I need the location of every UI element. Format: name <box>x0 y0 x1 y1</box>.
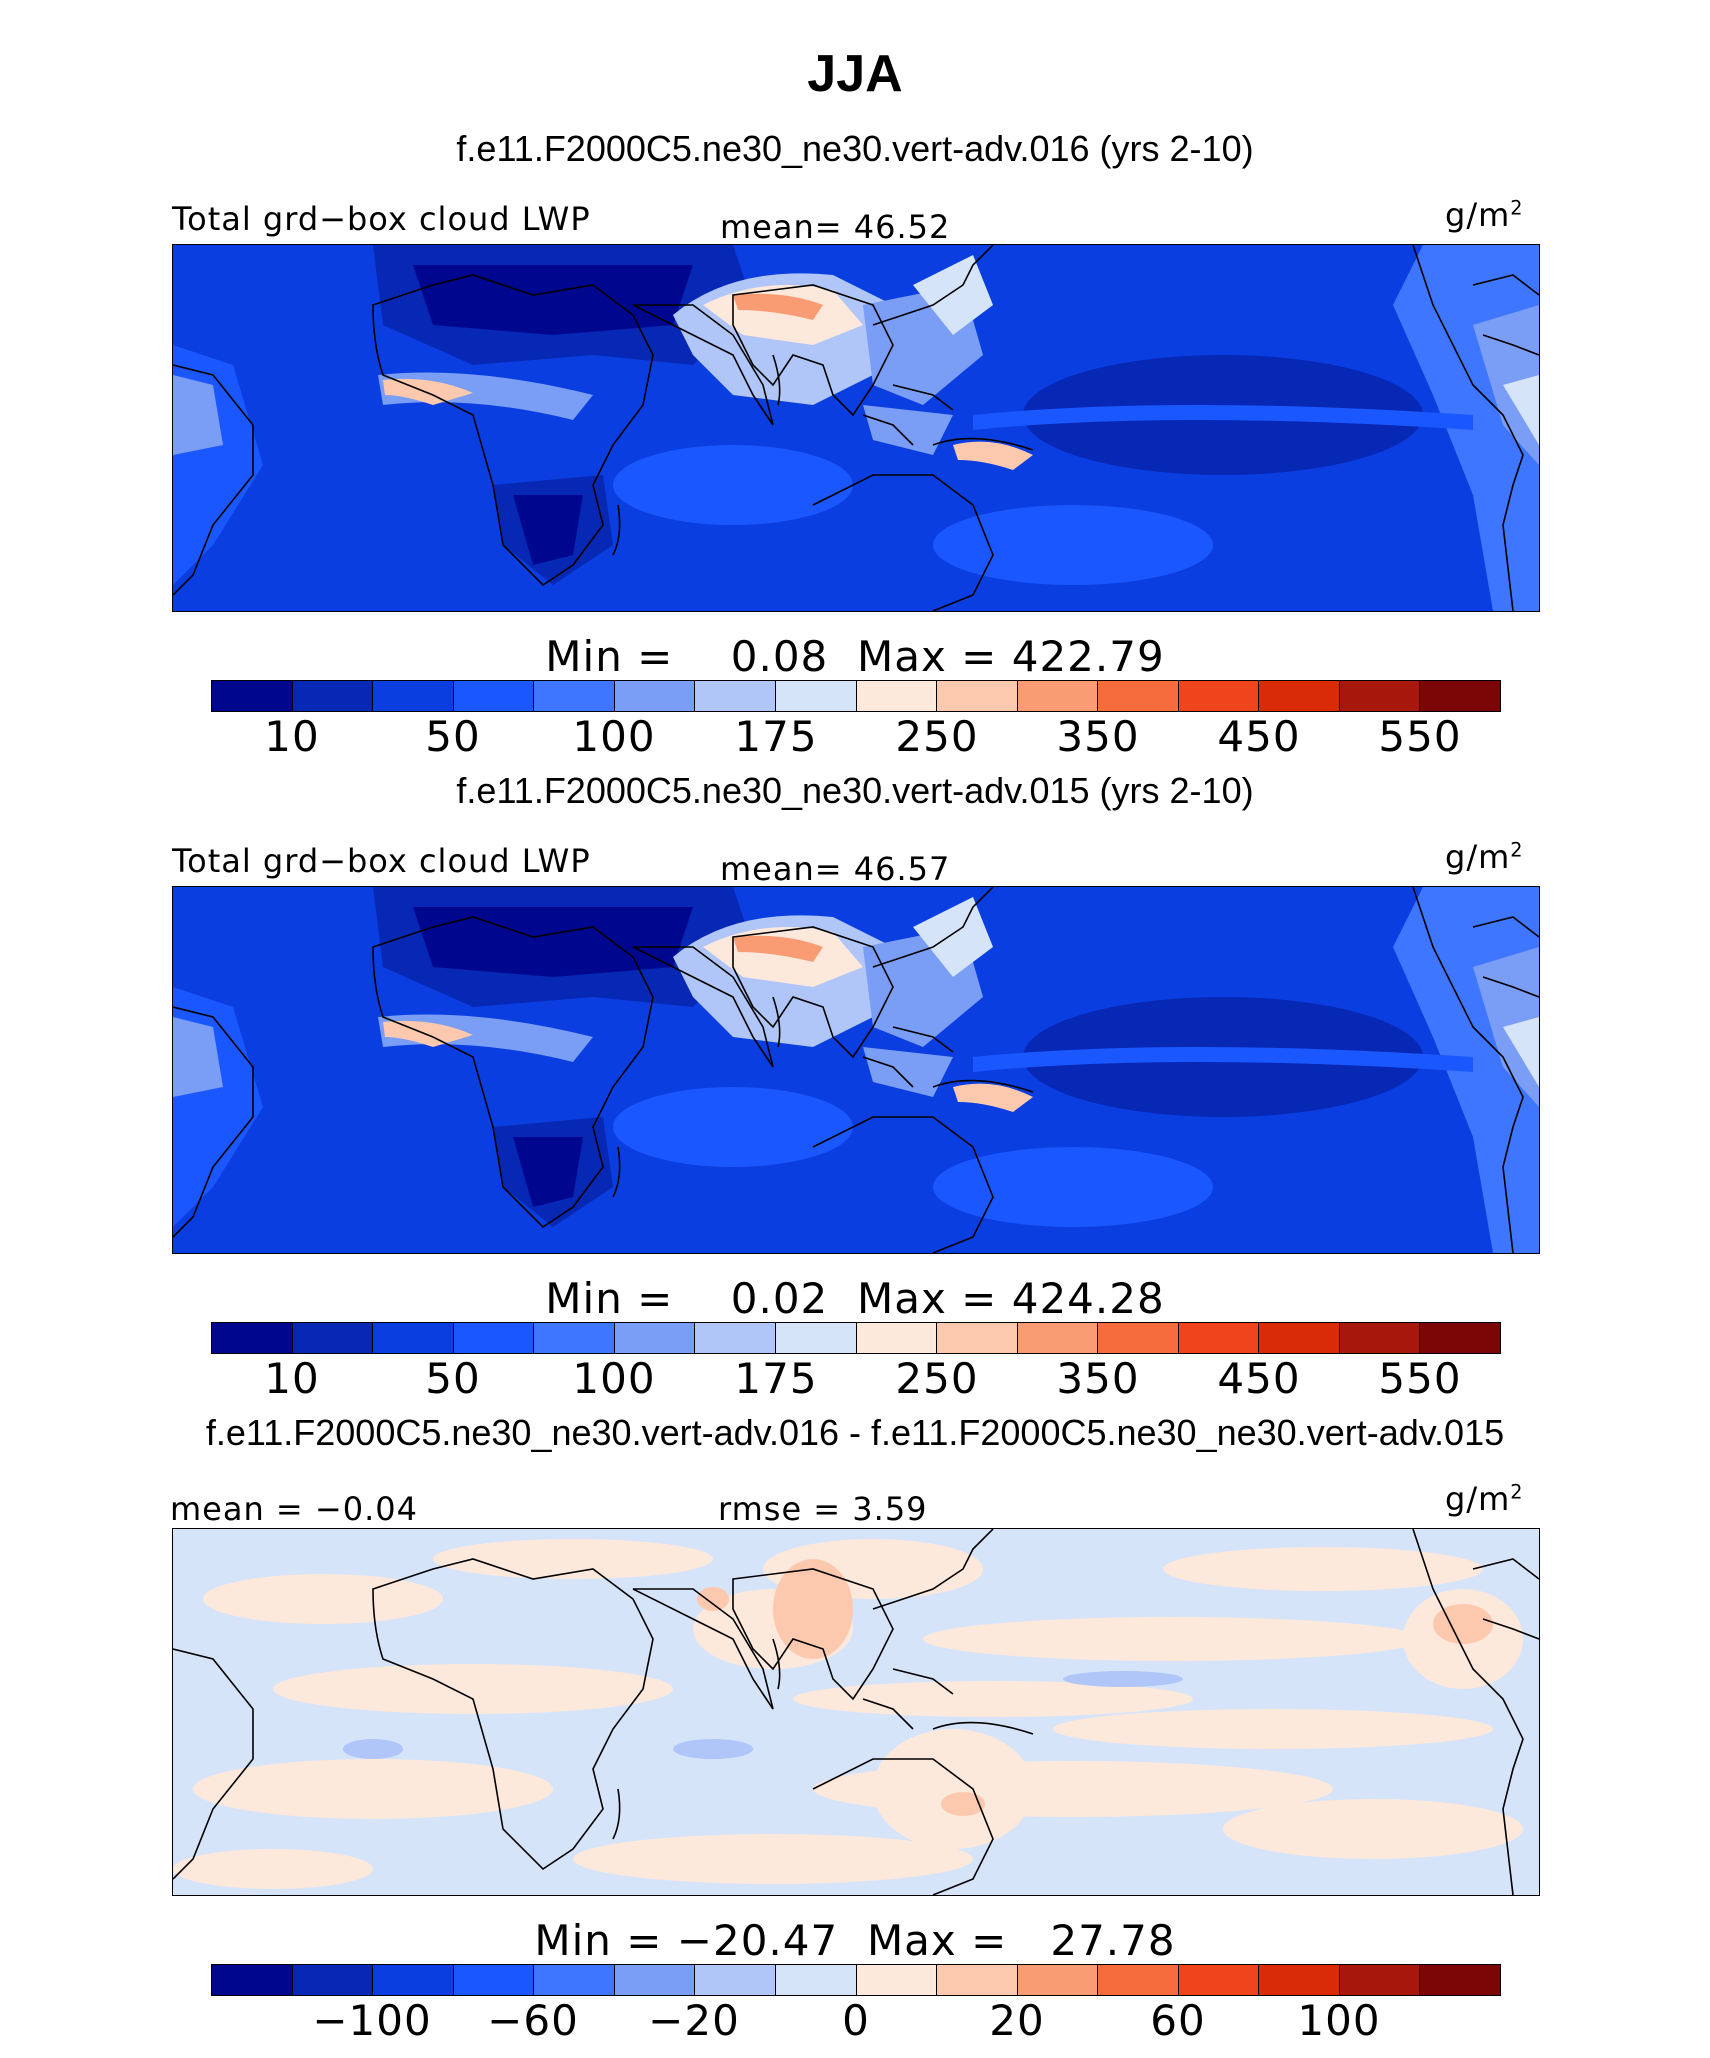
panel3-tick: −100 <box>312 1996 432 2045</box>
panel2-tick: 250 <box>895 1354 979 1403</box>
panel1-map <box>172 244 1540 612</box>
panel3-mean-label: mean = −0.04 <box>170 1490 418 1528</box>
panel1-colorbar <box>211 680 1501 712</box>
panel2-tick: 175 <box>734 1354 818 1403</box>
figure-title: JJA <box>807 45 903 103</box>
panel3-tick: 20 <box>989 1996 1045 2045</box>
panel1-tick: 450 <box>1217 712 1301 761</box>
panel1-tick: 350 <box>1056 712 1140 761</box>
panel3-units: g/m2 <box>1445 1480 1524 1518</box>
panel2-map <box>172 886 1540 1254</box>
panel1-case-title: f.e11.F2000C5.ne30_ne30.vert-adv.016 (yr… <box>456 128 1254 169</box>
panel3-tick: 100 <box>1297 1996 1381 2045</box>
panel3-tick: 60 <box>1150 1996 1206 2045</box>
panel2-variable-label: Total grd−box cloud LWP <box>172 842 591 880</box>
panel2-tick: 550 <box>1378 1354 1462 1403</box>
panel3-map <box>172 1528 1540 1896</box>
panel1-variable-label: Total grd−box cloud LWP <box>172 200 591 238</box>
panel2-tick: 10 <box>264 1354 320 1403</box>
panel3-tick: 0 <box>842 1996 870 2045</box>
panel2-minmax: Min = 0.02 Max = 424.28 <box>545 1274 1165 1323</box>
panel2-case-title: f.e11.F2000C5.ne30_ne30.vert-adv.015 (yr… <box>456 770 1254 811</box>
panel2-colorbar <box>211 1322 1501 1354</box>
panel1-tick: 250 <box>895 712 979 761</box>
panel1-tick: 550 <box>1378 712 1462 761</box>
panel1-tick: 175 <box>734 712 818 761</box>
panel3-colorbar <box>211 1964 1501 1996</box>
panel1-minmax: Min = 0.08 Max = 422.79 <box>545 632 1165 681</box>
panel3-tick: −60 <box>487 1996 579 2045</box>
panel1-tick: 10 <box>264 712 320 761</box>
panel2-tick: 100 <box>572 1354 656 1403</box>
panel3-case-title: f.e11.F2000C5.ne30_ne30.vert-adv.016 - f… <box>205 1412 1505 1453</box>
panel3-tick: −20 <box>648 1996 740 2045</box>
panel2-tick: 450 <box>1217 1354 1301 1403</box>
panel2-tick: 350 <box>1056 1354 1140 1403</box>
panel1-tick: 50 <box>425 712 481 761</box>
panel3-rmse-label: rmse = 3.59 <box>718 1490 928 1528</box>
panel1-mean-label: mean= 46.52 <box>720 208 951 246</box>
panel3-minmax: Min = −20.47 Max = 27.78 <box>534 1916 1176 1965</box>
panel2-mean-label: mean= 46.57 <box>720 850 951 888</box>
panel2-tick: 50 <box>425 1354 481 1403</box>
panel1-tick: 100 <box>572 712 656 761</box>
panel2-units: g/m2 <box>1445 838 1524 876</box>
panel1-units: g/m2 <box>1445 196 1524 234</box>
